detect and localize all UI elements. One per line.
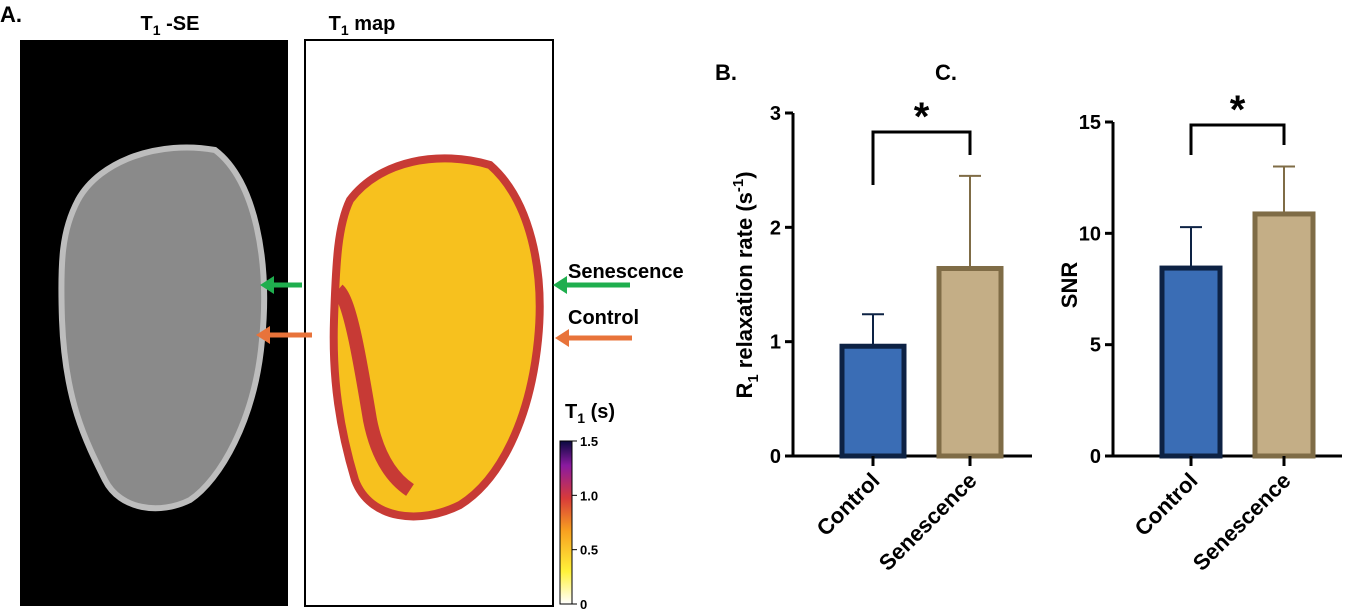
y-axis-label-part: relaxation rate (s	[732, 192, 757, 374]
colorbar-tick-label: 1.0	[580, 488, 598, 503]
x-tick-label: Control	[1130, 468, 1203, 541]
significance-bracket	[1189, 123, 1286, 155]
y-axis-label: SNR	[1057, 262, 1082, 309]
image-title: T1 -SE	[141, 13, 200, 38]
y-tick-label: 1	[770, 332, 781, 354]
y-axis-label-part: 1	[745, 374, 762, 382]
image-title: T1 map	[329, 13, 396, 38]
y-tick-label: 5	[1090, 335, 1101, 357]
bar	[839, 343, 907, 459]
arrow-head	[553, 276, 567, 294]
x-tick-label: Control	[812, 468, 885, 541]
y-tick-label: 3	[770, 103, 781, 125]
colorbar-tick-label: 1.5	[580, 434, 598, 449]
colorbar	[559, 440, 573, 605]
colorbar-tick-label: 0.5	[580, 543, 598, 558]
panel-label: B.	[715, 60, 737, 85]
y-tick-label: 0	[1090, 446, 1101, 468]
arrow-label: Control	[568, 307, 639, 329]
y-axis-label-part: -1	[730, 179, 747, 192]
bar	[1159, 265, 1223, 459]
panel-label: C.	[935, 60, 957, 85]
annotation: *	[1230, 88, 1246, 132]
y-axis-label-part: SNR	[1057, 262, 1082, 309]
tissue	[58, 144, 268, 512]
y-tick-label: 2	[770, 217, 781, 239]
significance-bracket	[871, 130, 972, 185]
arrow-head	[260, 276, 274, 294]
bar	[936, 265, 1004, 459]
y-axis-label-part: R	[732, 383, 757, 399]
y-axis-label: R1 relaxation rate (s-1)	[730, 171, 762, 398]
t1-map-tissue	[329, 154, 544, 521]
y-axis-label-part: )	[732, 171, 757, 178]
arrow-label: Senescence	[568, 261, 684, 283]
y-tick-label: 15	[1079, 112, 1101, 134]
x-tick-label: Senescence	[874, 468, 982, 576]
y-tick-label: 10	[1079, 223, 1101, 245]
colorbar-tick-label: 0	[580, 597, 587, 612]
t1-map-rim	[332, 284, 415, 496]
colorbar-title: T1 (s)	[565, 401, 615, 426]
y-tick-label: 0	[770, 446, 781, 468]
arrow-head	[555, 329, 569, 347]
arrow-head	[256, 326, 270, 344]
bar	[1252, 211, 1316, 459]
panel-label: A.	[0, 2, 22, 27]
x-tick-label: Senescence	[1188, 468, 1296, 576]
annotation: *	[914, 95, 930, 139]
